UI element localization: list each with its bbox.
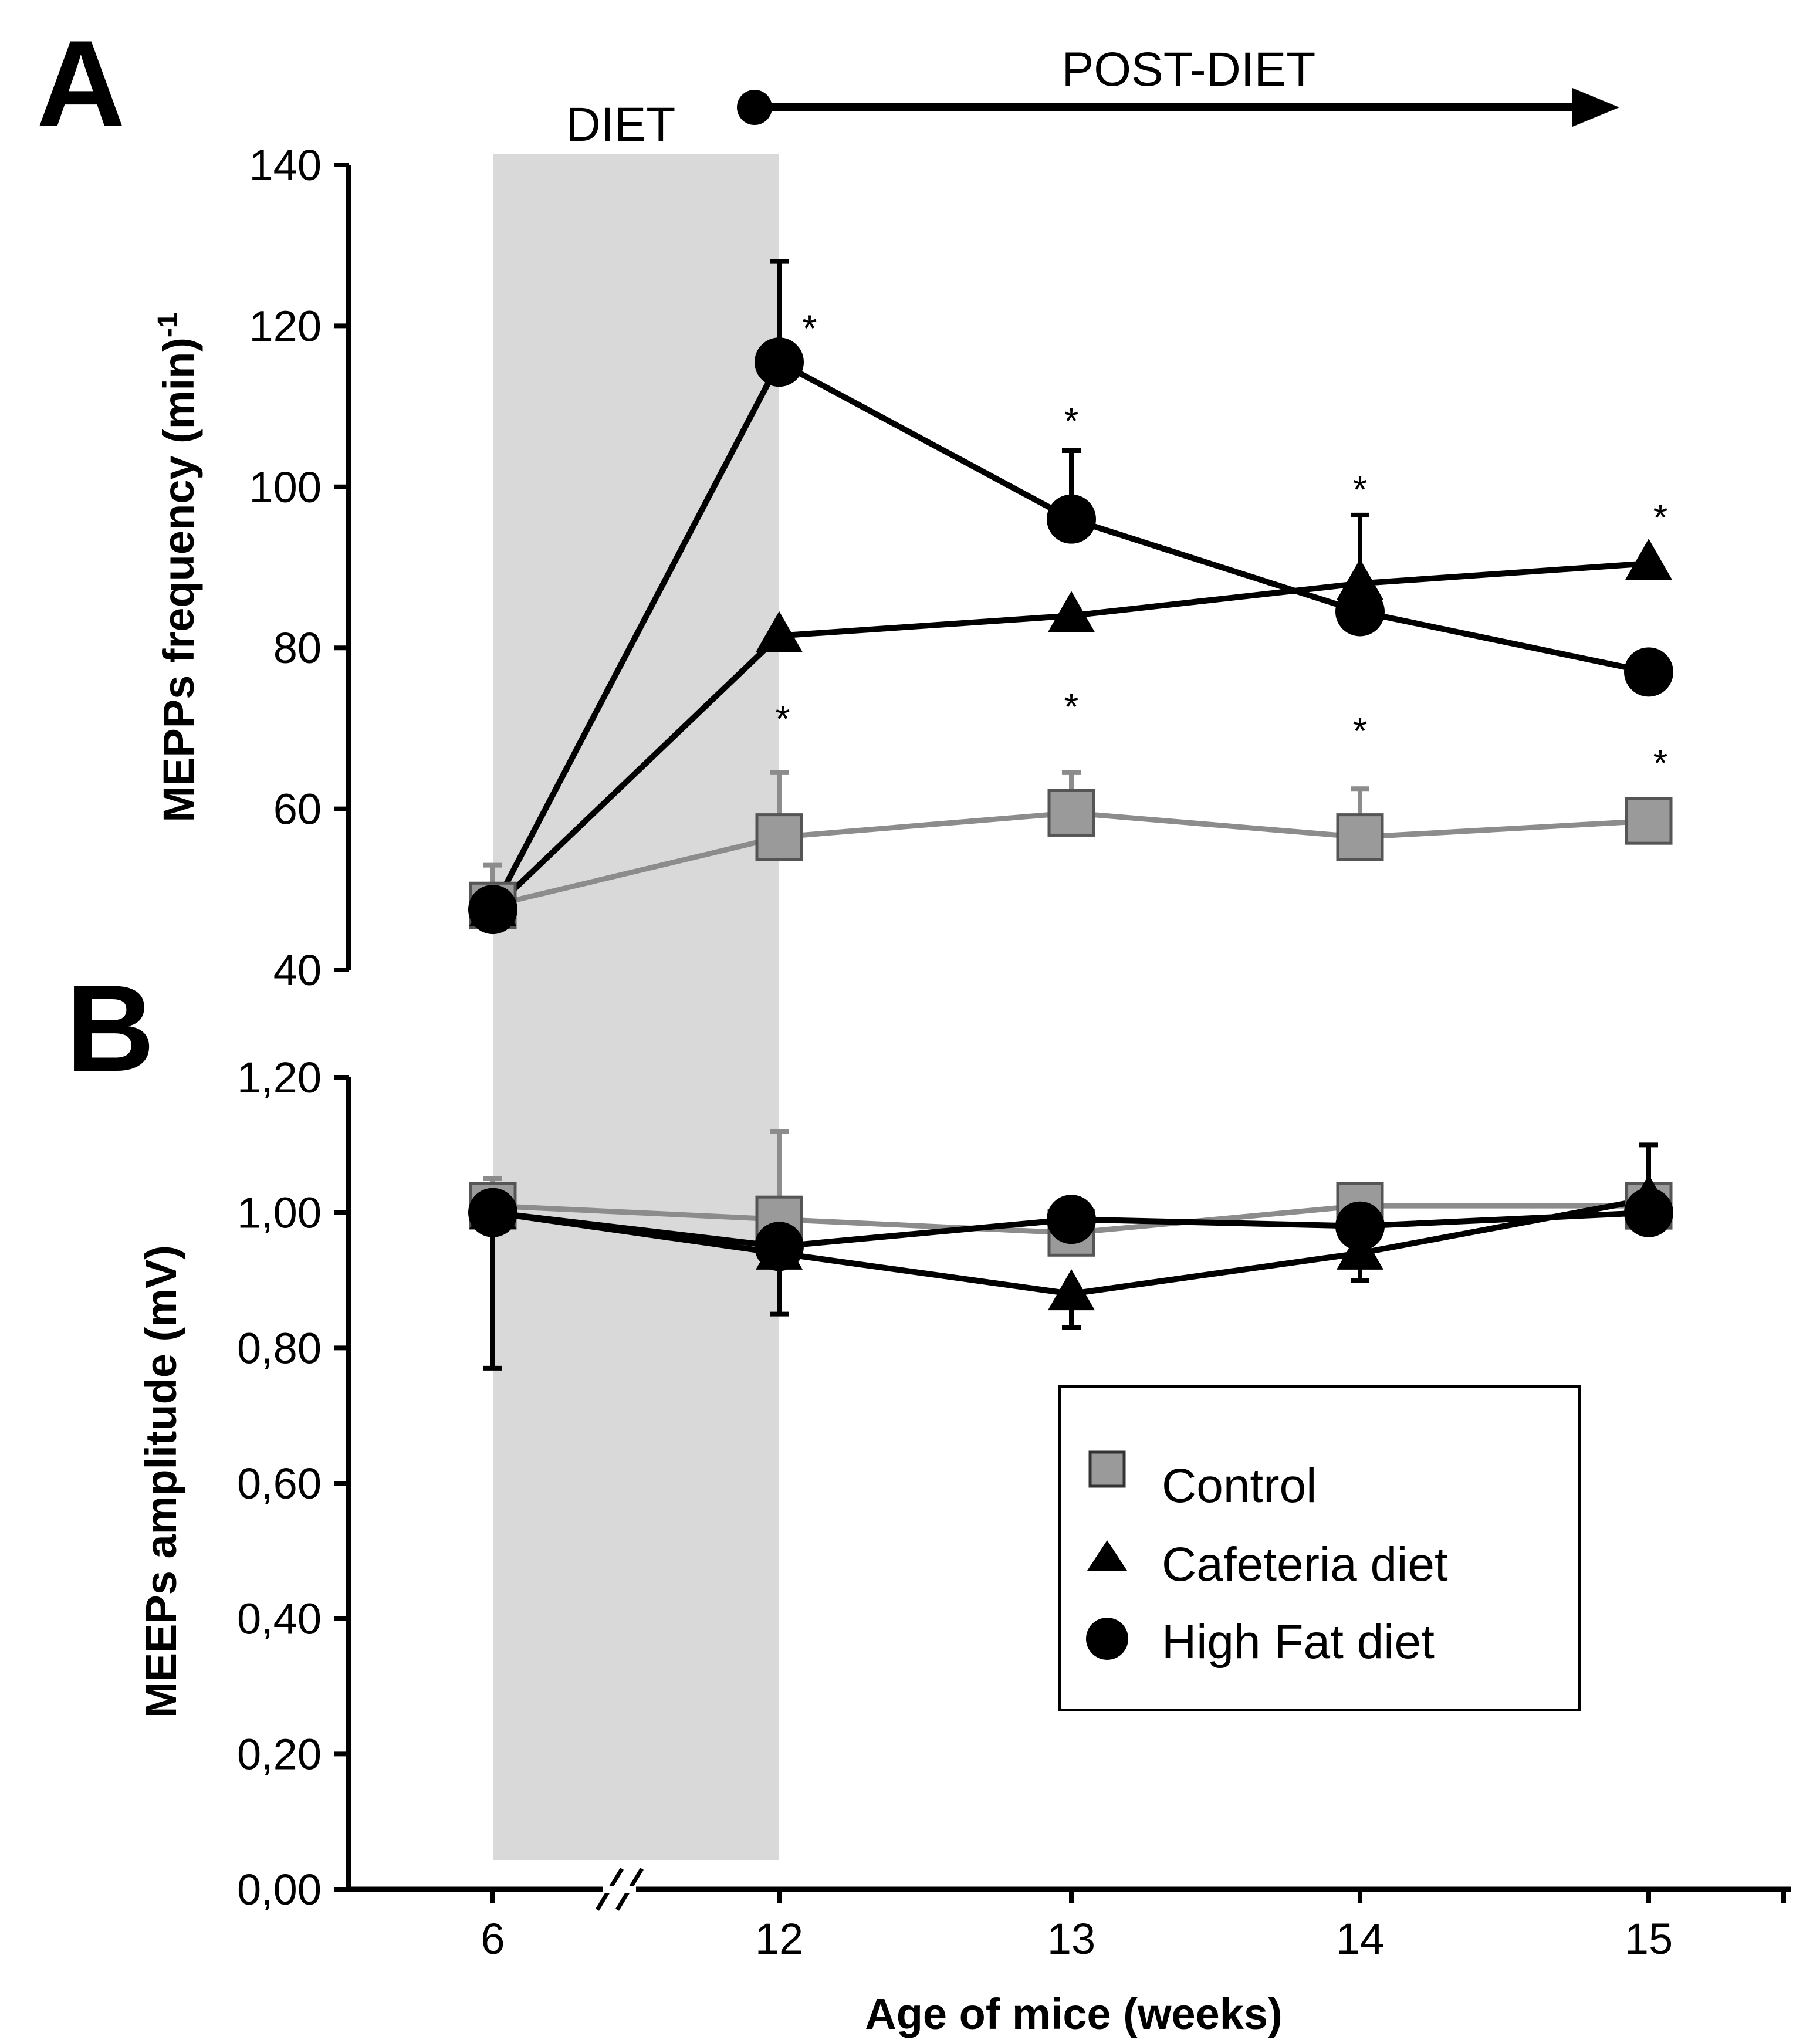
legend: Control Cafeteria diet High Fat diet bbox=[1058, 1385, 1581, 1711]
x-axis-break-icon bbox=[595, 1868, 644, 1911]
panel-label-a: A bbox=[36, 15, 126, 153]
panel-b-ylabel: MEEPs amplitude (mV) bbox=[137, 1245, 185, 1718]
panel-b-point-high-fat-diet bbox=[1335, 1201, 1385, 1251]
panel-a-point-cafeteria-diet bbox=[1048, 591, 1095, 632]
x-tick-label: 6 bbox=[481, 1915, 505, 1963]
panel-label-b: B bbox=[66, 959, 155, 1097]
panel-b-plot bbox=[468, 1129, 1673, 1371]
panel-b-ytick-label: 0,80 bbox=[237, 1324, 322, 1372]
panel-b-ytick-label: 0,00 bbox=[237, 1865, 322, 1914]
panel-b-point-high-fat-diet bbox=[1624, 1188, 1673, 1237]
panel-a-point-cafeteria-diet bbox=[1337, 559, 1383, 600]
panel-a-ylabel: MEPPs frequency (min)-1 bbox=[153, 312, 203, 822]
panel-a-point-high-fat-diet bbox=[1624, 647, 1673, 697]
legend-highfat-marker bbox=[1086, 1618, 1128, 1660]
panel-a-ytick-label: 100 bbox=[249, 463, 322, 512]
legend-highfat-label: High Fat diet bbox=[1162, 1615, 1435, 1669]
panel-b-ytick-label: 1,00 bbox=[237, 1189, 322, 1237]
panel-a-ytick-label: 120 bbox=[249, 302, 322, 350]
legend-cafeteria-marker bbox=[1087, 1540, 1127, 1571]
panel-b-point-high-fat-diet bbox=[1047, 1195, 1096, 1244]
panel-a-point-cafeteria-diet bbox=[756, 611, 803, 652]
panel-b-ytick-label: 0,40 bbox=[237, 1595, 322, 1643]
post-diet-label: POST-DIET bbox=[1062, 43, 1316, 96]
panel-a-point-high-fat-diet bbox=[1335, 587, 1385, 637]
legend-control-marker bbox=[1088, 1450, 1126, 1488]
significance-asterisk: * bbox=[1064, 400, 1079, 442]
panel-a-point-high-fat-diet bbox=[468, 885, 517, 935]
panel-a-point-high-fat-diet bbox=[755, 337, 804, 387]
diet-label: DIET bbox=[566, 98, 676, 151]
panel-a-axes: 40 60 80 100 120 140 bbox=[249, 141, 351, 995]
x-tick-label: 12 bbox=[755, 1915, 803, 1963]
x-tick-label: 13 bbox=[1047, 1915, 1095, 1963]
panel-a-point-control bbox=[755, 813, 803, 861]
panel-a-ytick-label: 80 bbox=[273, 624, 322, 672]
panel-a-ytick-label: 140 bbox=[249, 141, 322, 190]
panel-a-point-control bbox=[1336, 813, 1384, 861]
panel-b-ytick-label: 1,20 bbox=[237, 1053, 322, 1102]
panel-a-point-high-fat-diet bbox=[1047, 494, 1096, 544]
panel-a-point-control bbox=[1625, 797, 1673, 845]
panel-b-point-cafeteria-diet bbox=[1048, 1269, 1095, 1311]
significance-asterisk: * bbox=[1353, 710, 1368, 752]
x-tick-label: 15 bbox=[1625, 1915, 1673, 1963]
panel-a-point-cafeteria-diet bbox=[1625, 539, 1672, 580]
panel-a-point-control bbox=[1047, 789, 1095, 837]
panel-b-axes: 0,00 0,20 0,40 0,60 0,80 1,00 1,20 6 12 13 14 15 bbox=[237, 1053, 1791, 1963]
panel-a-ytick-label: 60 bbox=[273, 785, 322, 834]
significance-asterisk: * bbox=[1064, 686, 1079, 728]
significance-asterisk: * bbox=[1653, 742, 1668, 784]
panel-b-point-high-fat-diet bbox=[755, 1222, 804, 1271]
significance-asterisk: * bbox=[1353, 468, 1368, 510]
significance-asterisk: * bbox=[803, 307, 817, 350]
diet-period-shading bbox=[493, 154, 779, 1860]
significance-asterisk: * bbox=[1653, 496, 1668, 539]
x-tick-label: 14 bbox=[1336, 1915, 1384, 1963]
panel-a-ytick-label: 40 bbox=[273, 946, 322, 995]
panel-b-ytick-label: 0,20 bbox=[237, 1730, 322, 1778]
panel-a-plot: * * * * * * * * bbox=[468, 259, 1673, 935]
x-axis-label: Age of mice (weeks) bbox=[865, 1990, 1282, 2038]
panel-b-point-high-fat-diet bbox=[468, 1188, 517, 1237]
legend-cafeteria-label: Cafeteria diet bbox=[1162, 1538, 1448, 1591]
legend-control-label: Control bbox=[1162, 1459, 1317, 1513]
post-diet-arrow bbox=[737, 88, 1619, 127]
panel-b-ytick-label: 0,60 bbox=[237, 1459, 322, 1508]
significance-asterisk: * bbox=[776, 698, 790, 740]
